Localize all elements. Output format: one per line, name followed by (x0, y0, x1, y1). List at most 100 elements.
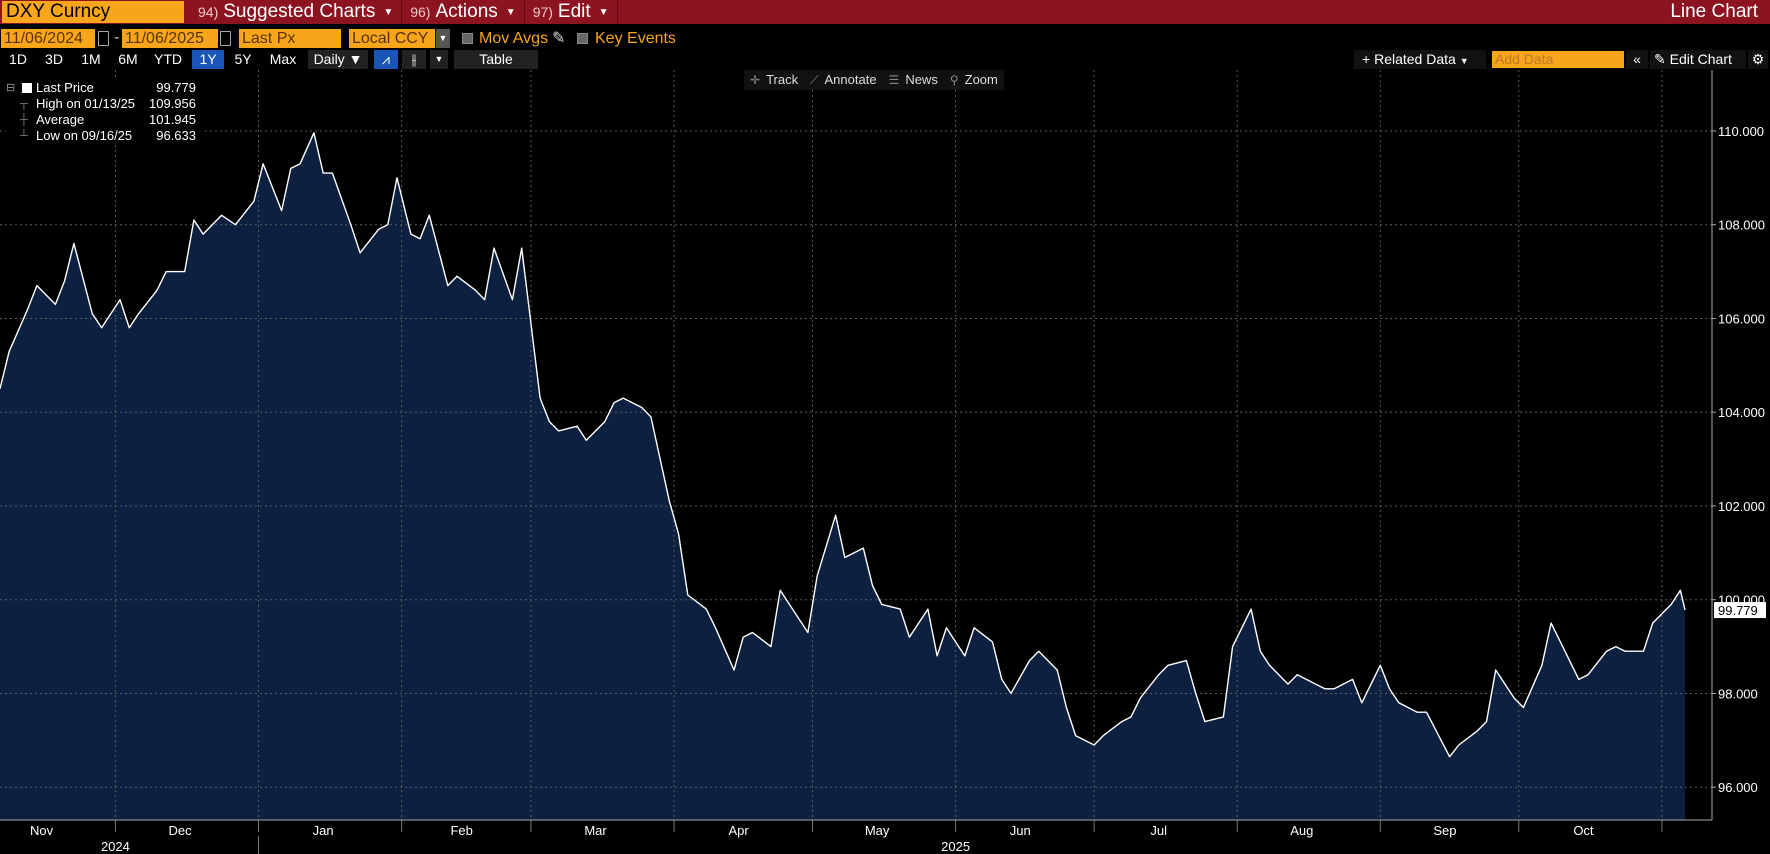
key-events-checkbox[interactable] (577, 33, 588, 44)
crosshair-icon: ✛ (750, 73, 761, 87)
legend-value: 96.633 (156, 128, 196, 143)
x-month-label: Apr (729, 823, 750, 838)
range-5y[interactable]: 5Y (234, 51, 252, 67)
key-events-label: Key Events (595, 30, 676, 47)
collapse-icon[interactable]: « (1626, 50, 1648, 69)
menu-label: Edit (557, 1, 591, 22)
legend-average: ┼ Average 101.945 (6, 112, 202, 128)
start-date-field[interactable]: 11/06/2024 (1, 29, 95, 48)
low-marker-icon: ┴ (20, 130, 28, 142)
x-year-label: 2024 (101, 839, 130, 854)
x-month-label: May (865, 823, 890, 838)
currency-selector[interactable]: Local CCY (349, 29, 435, 48)
tool-label: Annotate (824, 72, 877, 87)
range-3d[interactable]: 3D (45, 51, 63, 67)
edit-chart-button[interactable]: ✎ Edit Chart (1650, 50, 1746, 69)
calendar-icon[interactable] (98, 31, 109, 46)
chart-tool-strip: ✛ Track ⟋ Annotate ☰ News ⚲ Zoom (744, 70, 1004, 90)
calendar-icon[interactable] (220, 31, 231, 46)
y-tick-label: 106.000 (1718, 311, 1765, 326)
line-chart-icon[interactable]: ⩘ (374, 50, 398, 69)
range-row: 1D 3D 1M 6M YTD 1Y 5Y Max Daily ▼ ⩘ ⫲ ▼ … (0, 50, 1770, 69)
range-6m[interactable]: 6M (118, 51, 138, 67)
add-data-input[interactable]: Add Data (1492, 51, 1624, 68)
last-price-tag-label: 99.779 (1718, 603, 1758, 618)
suggested-charts-menu[interactable]: 94) Suggested Charts ▼ (190, 0, 403, 24)
collapse-toggle-icon[interactable]: ⊟ (6, 82, 16, 94)
field-selector[interactable]: Last Px (239, 29, 341, 48)
y-tick-label: 98.000 (1718, 686, 1758, 701)
legend-value: 109.956 (149, 96, 196, 111)
tool-label: Zoom (964, 72, 998, 87)
menu-number: 96) (410, 4, 431, 20)
caret-down-icon: ▼ (505, 6, 516, 18)
price-line (0, 132, 1686, 758)
range-1y[interactable]: 1Y (192, 50, 224, 69)
pencil-icon: ⟋ (810, 73, 819, 87)
pencil-icon[interactable]: ✎ (552, 30, 566, 47)
menu-number: 94) (198, 4, 219, 20)
menu-label: Actions (435, 1, 498, 22)
menu-number: 97) (532, 4, 553, 20)
legend-label: Last Price (36, 80, 94, 95)
x-month-label: Sep (1433, 823, 1456, 838)
candle-chart-icon[interactable]: ⫲ (402, 50, 426, 69)
caret-down-icon: ▼ (598, 6, 609, 18)
chart-style-dropdown-icon[interactable]: ▼ (430, 50, 448, 69)
settings-row: 11/06/2024 - 11/06/2025 Last Px Local CC… (0, 29, 1770, 49)
legend-value: 99.779 (156, 80, 196, 95)
average-marker-icon: ┼ (20, 114, 28, 126)
x-month-label: Nov (30, 823, 54, 838)
tool-label: Track (766, 72, 799, 87)
x-month-label: Dec (168, 823, 192, 838)
security-input[interactable]: DXY Curncy (2, 1, 184, 23)
x-month-label: Aug (1290, 823, 1313, 838)
y-tick-label: 104.000 (1718, 405, 1765, 420)
track-tool[interactable]: ✛ Track (744, 70, 804, 90)
legend-label: Average (36, 112, 85, 127)
legend-low: ┴ Low on 09/16/25 96.633 (6, 128, 202, 144)
related-data-label: Related Data (1374, 51, 1456, 67)
news-icon: ☰ (888, 73, 900, 87)
frequency-label: Daily (313, 51, 345, 67)
edit-menu[interactable]: 97) Edit ▼ (525, 0, 618, 24)
news-tool[interactable]: ☰ News (883, 70, 944, 90)
range-1m[interactable]: 1M (81, 51, 101, 67)
legend-label: High on 01/13/25 (36, 96, 136, 111)
chart-type-label: Line Chart (1670, 1, 1758, 22)
mov-avgs-checkbox[interactable] (462, 33, 473, 44)
x-month-label: Jul (1150, 823, 1167, 838)
dropdown-arrow-icon[interactable]: ▼ (436, 29, 450, 48)
range-ytd[interactable]: YTD (154, 51, 182, 67)
legend-last-price[interactable]: ⊟ Last Price 99.779 (6, 80, 202, 96)
x-month-label: Jan (313, 823, 334, 838)
menu-label: Suggested Charts (223, 1, 376, 22)
x-month-label: Oct (1573, 823, 1594, 838)
legend-value: 101.945 (149, 112, 196, 127)
table-button[interactable]: Table (454, 50, 538, 69)
y-tick-label: 96.000 (1718, 780, 1758, 795)
annotate-tool[interactable]: ⟋ Annotate (804, 70, 882, 90)
legend-high: ┬ High on 01/13/25 109.956 (6, 96, 202, 112)
y-tick-label: 102.000 (1718, 499, 1765, 514)
frequency-selector[interactable]: Daily ▼ (308, 50, 368, 69)
magnifier-icon: ⚲ (949, 73, 959, 87)
end-date-field[interactable]: 11/06/2025 (122, 29, 218, 48)
x-month-label: Mar (584, 823, 607, 838)
x-year-label: 2025 (941, 839, 970, 854)
related-data-button[interactable]: + Related Data ▼ (1354, 50, 1486, 69)
settings-gear-icon[interactable]: ⚙ (1748, 50, 1768, 69)
y-tick-label: 108.000 (1718, 218, 1765, 233)
last-price-tag (1714, 602, 1766, 619)
range-max[interactable]: Max (269, 51, 297, 67)
series-swatch (22, 83, 32, 93)
mov-avgs-label: Mov Avgs (479, 30, 549, 47)
high-marker-icon: ┬ (20, 98, 28, 110)
chart-legend: ⊟ Last Price 99.779 ┬ High on 01/13/25 1… (6, 80, 202, 144)
zoom-tool[interactable]: ⚲ Zoom (944, 70, 1004, 90)
range-1d[interactable]: 1D (9, 51, 27, 67)
edit-chart-label: Edit Chart (1669, 51, 1732, 67)
caret-down-icon: ▼ (383, 6, 394, 18)
actions-menu[interactable]: 96) Actions ▼ (402, 0, 525, 24)
